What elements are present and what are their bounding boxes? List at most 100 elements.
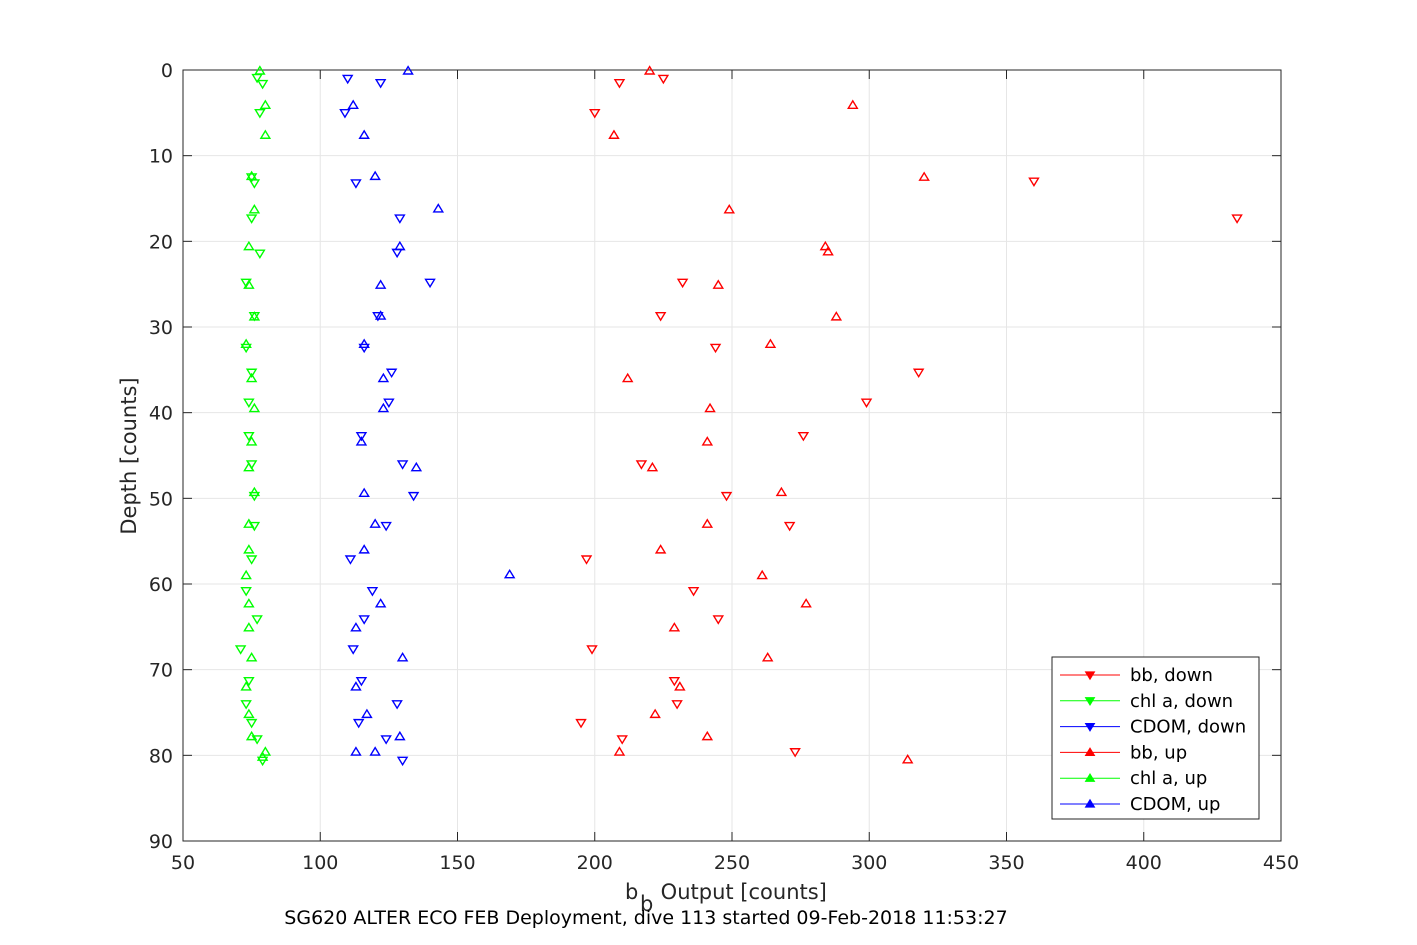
data-point — [649, 708, 661, 719]
legend-marker — [1084, 697, 1096, 707]
data-point — [243, 544, 255, 554]
data-point — [259, 129, 272, 139]
data-point — [358, 544, 370, 554]
data-point — [621, 372, 634, 383]
legend-label: chl a, down — [1130, 691, 1233, 712]
data-point — [374, 279, 387, 289]
data-point — [589, 108, 601, 119]
data-point — [245, 718, 258, 729]
data-point — [918, 171, 930, 181]
data-point — [380, 735, 392, 745]
data-point — [575, 718, 587, 729]
data-point — [608, 129, 620, 139]
data-point — [243, 676, 255, 687]
data-point — [402, 65, 414, 75]
data-point — [432, 203, 445, 213]
data-point — [254, 65, 266, 75]
data-point — [256, 756, 269, 767]
data-point — [1231, 214, 1243, 224]
x-tick-label: 450 — [1263, 852, 1299, 874]
data-point — [243, 240, 255, 251]
y-tick-label: 20 — [149, 231, 173, 253]
data-point — [860, 398, 873, 409]
series-3 — [608, 65, 930, 764]
data-point — [674, 681, 686, 691]
x-tick-label: 100 — [302, 852, 338, 874]
data-point — [668, 622, 681, 632]
data-point — [358, 338, 370, 348]
data-point — [789, 748, 801, 758]
data-point — [245, 170, 258, 181]
data-point — [358, 487, 370, 498]
data-point — [712, 615, 725, 625]
series-4 — [240, 65, 272, 761]
series-2 — [339, 74, 436, 767]
data-point — [256, 79, 269, 90]
series-5 — [347, 65, 516, 756]
data-point — [243, 431, 255, 442]
data-point — [245, 372, 258, 383]
data-point — [654, 312, 667, 322]
legend-label: chl a, up — [1130, 768, 1207, 789]
data-point — [245, 652, 258, 662]
data-point — [385, 368, 398, 379]
data-point — [775, 486, 788, 497]
legend-marker — [1084, 798, 1096, 808]
data-point — [245, 555, 258, 565]
data-point — [613, 78, 626, 89]
data-point — [783, 521, 796, 532]
data-point — [394, 214, 406, 224]
data-point — [377, 402, 390, 413]
data-point — [350, 681, 362, 691]
data-point — [254, 249, 266, 259]
data-point — [396, 652, 409, 662]
data-point — [248, 311, 261, 321]
data-point — [355, 436, 368, 446]
data-point — [240, 700, 252, 710]
data-point — [248, 402, 261, 413]
data-point — [350, 746, 362, 756]
y-tick-label: 30 — [149, 317, 173, 339]
legend-marker — [1084, 747, 1096, 757]
data-point — [380, 521, 392, 532]
data-point — [643, 65, 656, 75]
data-point — [245, 214, 258, 224]
x-tick-label: 200 — [577, 852, 613, 874]
data-point — [709, 343, 722, 354]
data-point — [240, 338, 252, 348]
y-axis-label: Depth [counts] — [117, 377, 141, 534]
data-point — [374, 598, 387, 608]
data-point — [243, 398, 255, 409]
data-point — [822, 245, 834, 256]
data-point — [248, 486, 261, 497]
data-point — [764, 338, 777, 348]
series-0 — [575, 74, 1243, 758]
x-tick-label: 150 — [439, 852, 475, 874]
data-point — [358, 343, 370, 354]
data-point — [254, 108, 266, 119]
data-point — [830, 311, 843, 321]
data-point — [248, 204, 261, 214]
x-tick-label: 50 — [171, 852, 195, 874]
data-point — [407, 491, 420, 502]
data-point — [391, 700, 403, 710]
data-point — [586, 645, 598, 655]
data-point — [800, 598, 812, 608]
data-point — [355, 431, 368, 442]
data-point — [797, 431, 810, 442]
x-axis-label: b b Output [counts] — [625, 880, 827, 916]
data-point — [701, 436, 714, 446]
data-point — [671, 700, 683, 710]
data-point — [668, 676, 681, 687]
data-point — [243, 279, 255, 289]
legend-label: CDOM, up — [1130, 794, 1220, 815]
data-point — [243, 708, 255, 719]
data-point — [341, 74, 354, 85]
axis-ticks: 50 100 150 200 250 300 350 400 450 0 10 20 30 40 50 60 7… — [149, 60, 1299, 874]
data-point — [580, 555, 593, 565]
data-point — [347, 645, 359, 655]
data-marks — [234, 65, 1243, 767]
y-tick-label: 90 — [149, 831, 173, 853]
data-point — [358, 129, 370, 139]
legend-marker — [1084, 722, 1096, 732]
